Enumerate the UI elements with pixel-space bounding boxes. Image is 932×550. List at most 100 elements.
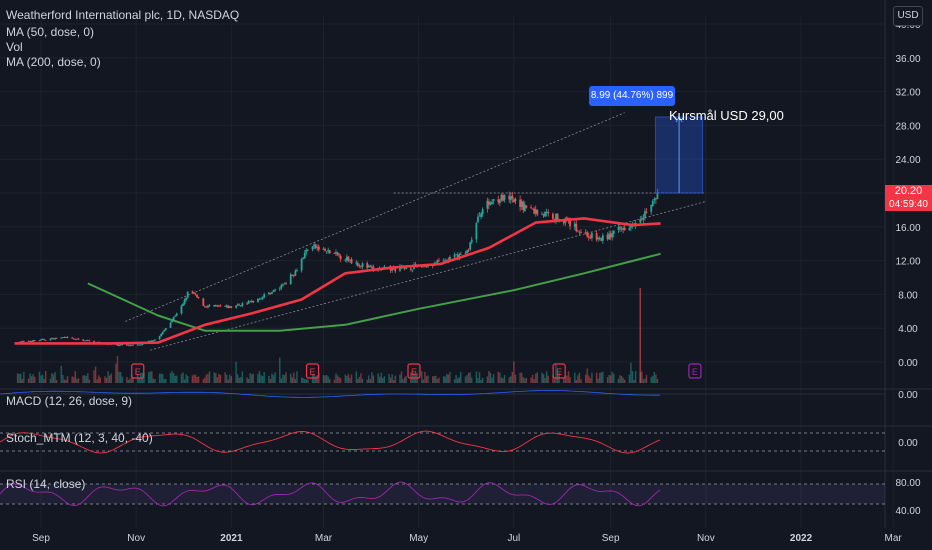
volume-bar (520, 372, 523, 383)
volume-bar (40, 375, 42, 383)
volume-bar (491, 377, 493, 383)
indicator-ma200-legend[interactable]: MA (200, dose, 0) (6, 55, 101, 69)
candle-body (40, 339, 42, 341)
candle-body (514, 198, 517, 202)
indicator-vol-legend[interactable]: Vol (6, 40, 23, 54)
candle-body (314, 244, 317, 249)
volume-bar (121, 376, 123, 383)
volume-bar (361, 378, 364, 383)
candle-body (278, 288, 281, 290)
volume-bar (368, 375, 370, 383)
candle-body (536, 209, 539, 215)
candle-body (486, 200, 489, 209)
volume-bar (641, 371, 643, 383)
volume-bar (471, 377, 473, 383)
candle-body (444, 260, 447, 262)
volume-bar (263, 371, 265, 383)
volume-bar (519, 372, 521, 383)
x-tick-label: 2022 (790, 533, 813, 544)
candle-body (216, 305, 219, 307)
currency-badge[interactable]: USD (893, 6, 923, 26)
volume-bar (335, 373, 337, 383)
earnings-marker-label: E (556, 367, 562, 377)
candle-body (492, 198, 495, 201)
volume-bar (202, 379, 205, 383)
volume-bar (655, 374, 657, 383)
candle-body (534, 209, 537, 214)
volume-bar (446, 374, 448, 383)
candle-body (260, 298, 262, 300)
volume-bar (314, 376, 317, 383)
volume-bar (218, 373, 220, 383)
volume-bar (489, 372, 492, 383)
volume-bar (600, 372, 602, 383)
candle-body (578, 231, 581, 233)
volume-bar (283, 375, 286, 383)
candle-body (640, 218, 643, 220)
volume-bar (480, 379, 482, 383)
candle-body (160, 333, 163, 337)
candle-body (136, 344, 139, 346)
volume-bar (613, 373, 615, 383)
candle-body (130, 344, 133, 346)
rsi-line (0, 481, 661, 507)
candle-body (654, 198, 657, 200)
volume-bar (63, 379, 66, 383)
volume-bar (94, 366, 97, 383)
volume-bar (305, 379, 308, 383)
target-measure (654, 115, 704, 194)
candle-body (41, 339, 44, 340)
volume-bar (154, 379, 156, 383)
candle-body (623, 227, 626, 231)
candle-body (214, 304, 217, 306)
volume-bar (171, 371, 173, 383)
volume-bar (432, 376, 434, 383)
candle-body (261, 296, 264, 299)
candle-body (186, 291, 189, 298)
candle-body (589, 237, 592, 239)
volume-bar (82, 375, 84, 383)
volume-bar (522, 377, 524, 383)
volume-bar (388, 373, 390, 383)
volume-bar (207, 373, 209, 383)
earnings-marker (407, 363, 421, 379)
rsi-legend[interactable]: RSI (14, close) (6, 477, 86, 491)
volume-bar (578, 372, 581, 383)
volume-bar (586, 368, 588, 383)
volume-bar (104, 376, 106, 383)
candle-body (257, 298, 259, 302)
macd-legend[interactable]: MACD (12, 26, dose, 9) (6, 394, 133, 408)
candle-body (653, 198, 656, 201)
candle-body (324, 248, 326, 251)
candle-body (21, 341, 24, 343)
volume-bar (541, 372, 543, 383)
stoch-legend[interactable]: Stoch_MTM (12, 3, 40, -40) (6, 431, 153, 445)
pane-tick-label: 40.00 (895, 506, 920, 517)
volume-bar (76, 378, 78, 383)
volume-bar (204, 377, 206, 383)
candle-body (573, 223, 576, 227)
volume-bar (246, 377, 248, 383)
candle-body (197, 297, 200, 299)
y-tick-label: 32.00 (895, 88, 920, 99)
y-tick-label: 4.00 (898, 324, 918, 335)
volume-bar (62, 374, 64, 383)
candle-body (306, 250, 309, 251)
volume-bar (542, 374, 545, 383)
candle-body (219, 305, 222, 307)
volume-bar (325, 374, 328, 383)
volume-bar (653, 371, 656, 383)
candle-body (391, 267, 394, 271)
last-price-tag: 20.20 04:59:40 (885, 185, 932, 211)
indicator-ma50-legend[interactable]: MA (50, dose, 0) (6, 25, 95, 39)
volume-bar (402, 379, 404, 383)
volume-bar (360, 373, 362, 383)
candle-body (311, 246, 314, 250)
candle-body (409, 268, 412, 270)
candle-body (127, 344, 130, 346)
volume-bar (403, 377, 406, 383)
candle-body (32, 340, 35, 342)
candle-body (121, 344, 124, 346)
volume-bar (240, 377, 242, 383)
